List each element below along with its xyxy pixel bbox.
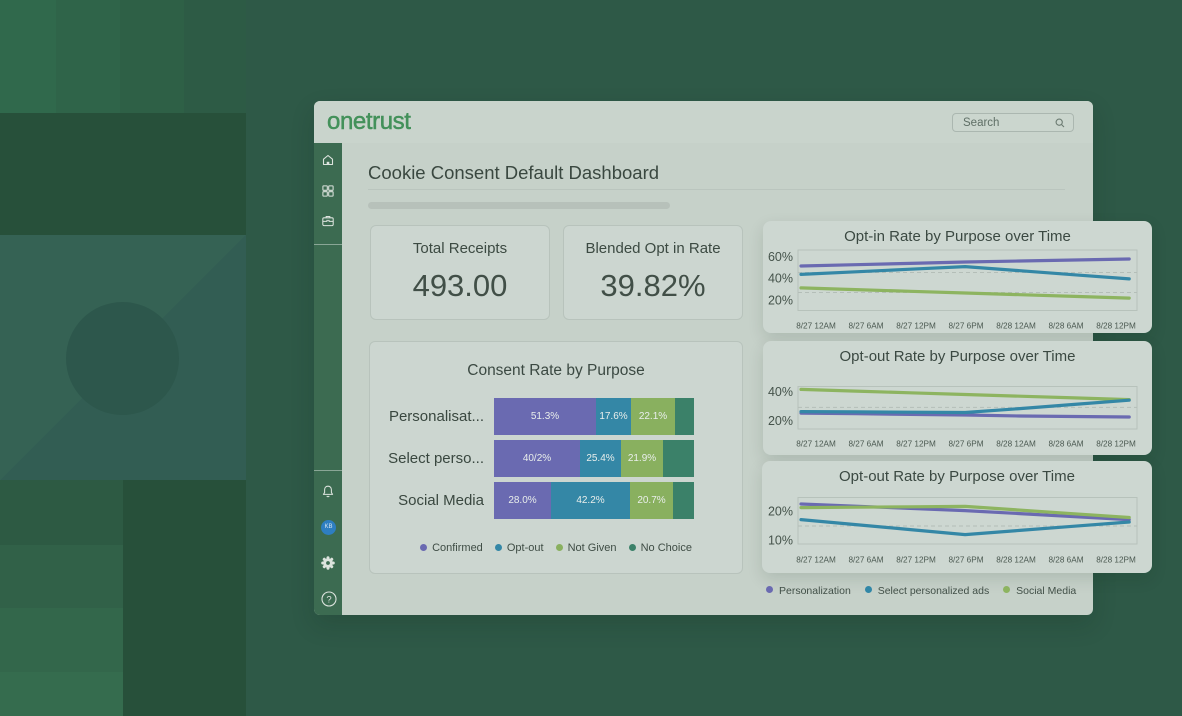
svg-text:8/28 6AM: 8/28 6AM	[1048, 322, 1083, 331]
svg-text:8/28 12PM: 8/28 12PM	[1096, 440, 1136, 449]
svg-text:8/28 12AM: 8/28 12AM	[996, 440, 1036, 449]
svg-text:20%: 20%	[768, 293, 793, 307]
svg-text:10%: 10%	[768, 533, 793, 547]
svg-text:8/27 6PM: 8/27 6PM	[948, 440, 983, 449]
svg-text:8/27 6AM: 8/27 6AM	[848, 440, 883, 449]
svg-text:8/27 12AM: 8/27 12AM	[796, 556, 836, 565]
svg-text:8/27 12PM: 8/27 12PM	[896, 556, 936, 565]
svg-text:8/27 12AM: 8/27 12AM	[796, 322, 836, 331]
svg-text:8/27 6AM: 8/27 6AM	[848, 556, 883, 565]
svg-text:8/27 12AM: 8/27 12AM	[796, 440, 836, 449]
svg-text:8/28 12PM: 8/28 12PM	[1096, 322, 1136, 331]
svg-text:8/28 6AM: 8/28 6AM	[1048, 440, 1083, 449]
svg-text:8/27 6PM: 8/27 6PM	[948, 556, 983, 565]
svg-text:8/27 6PM: 8/27 6PM	[948, 322, 983, 331]
svg-text:8/27 6AM: 8/27 6AM	[848, 322, 883, 331]
svg-text:8/28 6AM: 8/28 6AM	[1048, 556, 1083, 565]
svg-text:8/28 12PM: 8/28 12PM	[1096, 556, 1136, 565]
svg-text:8/28 12AM: 8/28 12AM	[996, 322, 1036, 331]
svg-text:40%: 40%	[768, 385, 793, 399]
svg-text:40%: 40%	[768, 271, 793, 285]
svg-text:8/28 12AM: 8/28 12AM	[996, 556, 1036, 565]
svg-text:8/27 12PM: 8/27 12PM	[896, 322, 936, 331]
svg-text:8/27 12PM: 8/27 12PM	[896, 440, 936, 449]
svg-text:60%: 60%	[768, 250, 793, 264]
svg-text:20%: 20%	[768, 504, 793, 518]
svg-text:20%: 20%	[768, 414, 793, 428]
svg-text:?: ?	[326, 594, 331, 605]
